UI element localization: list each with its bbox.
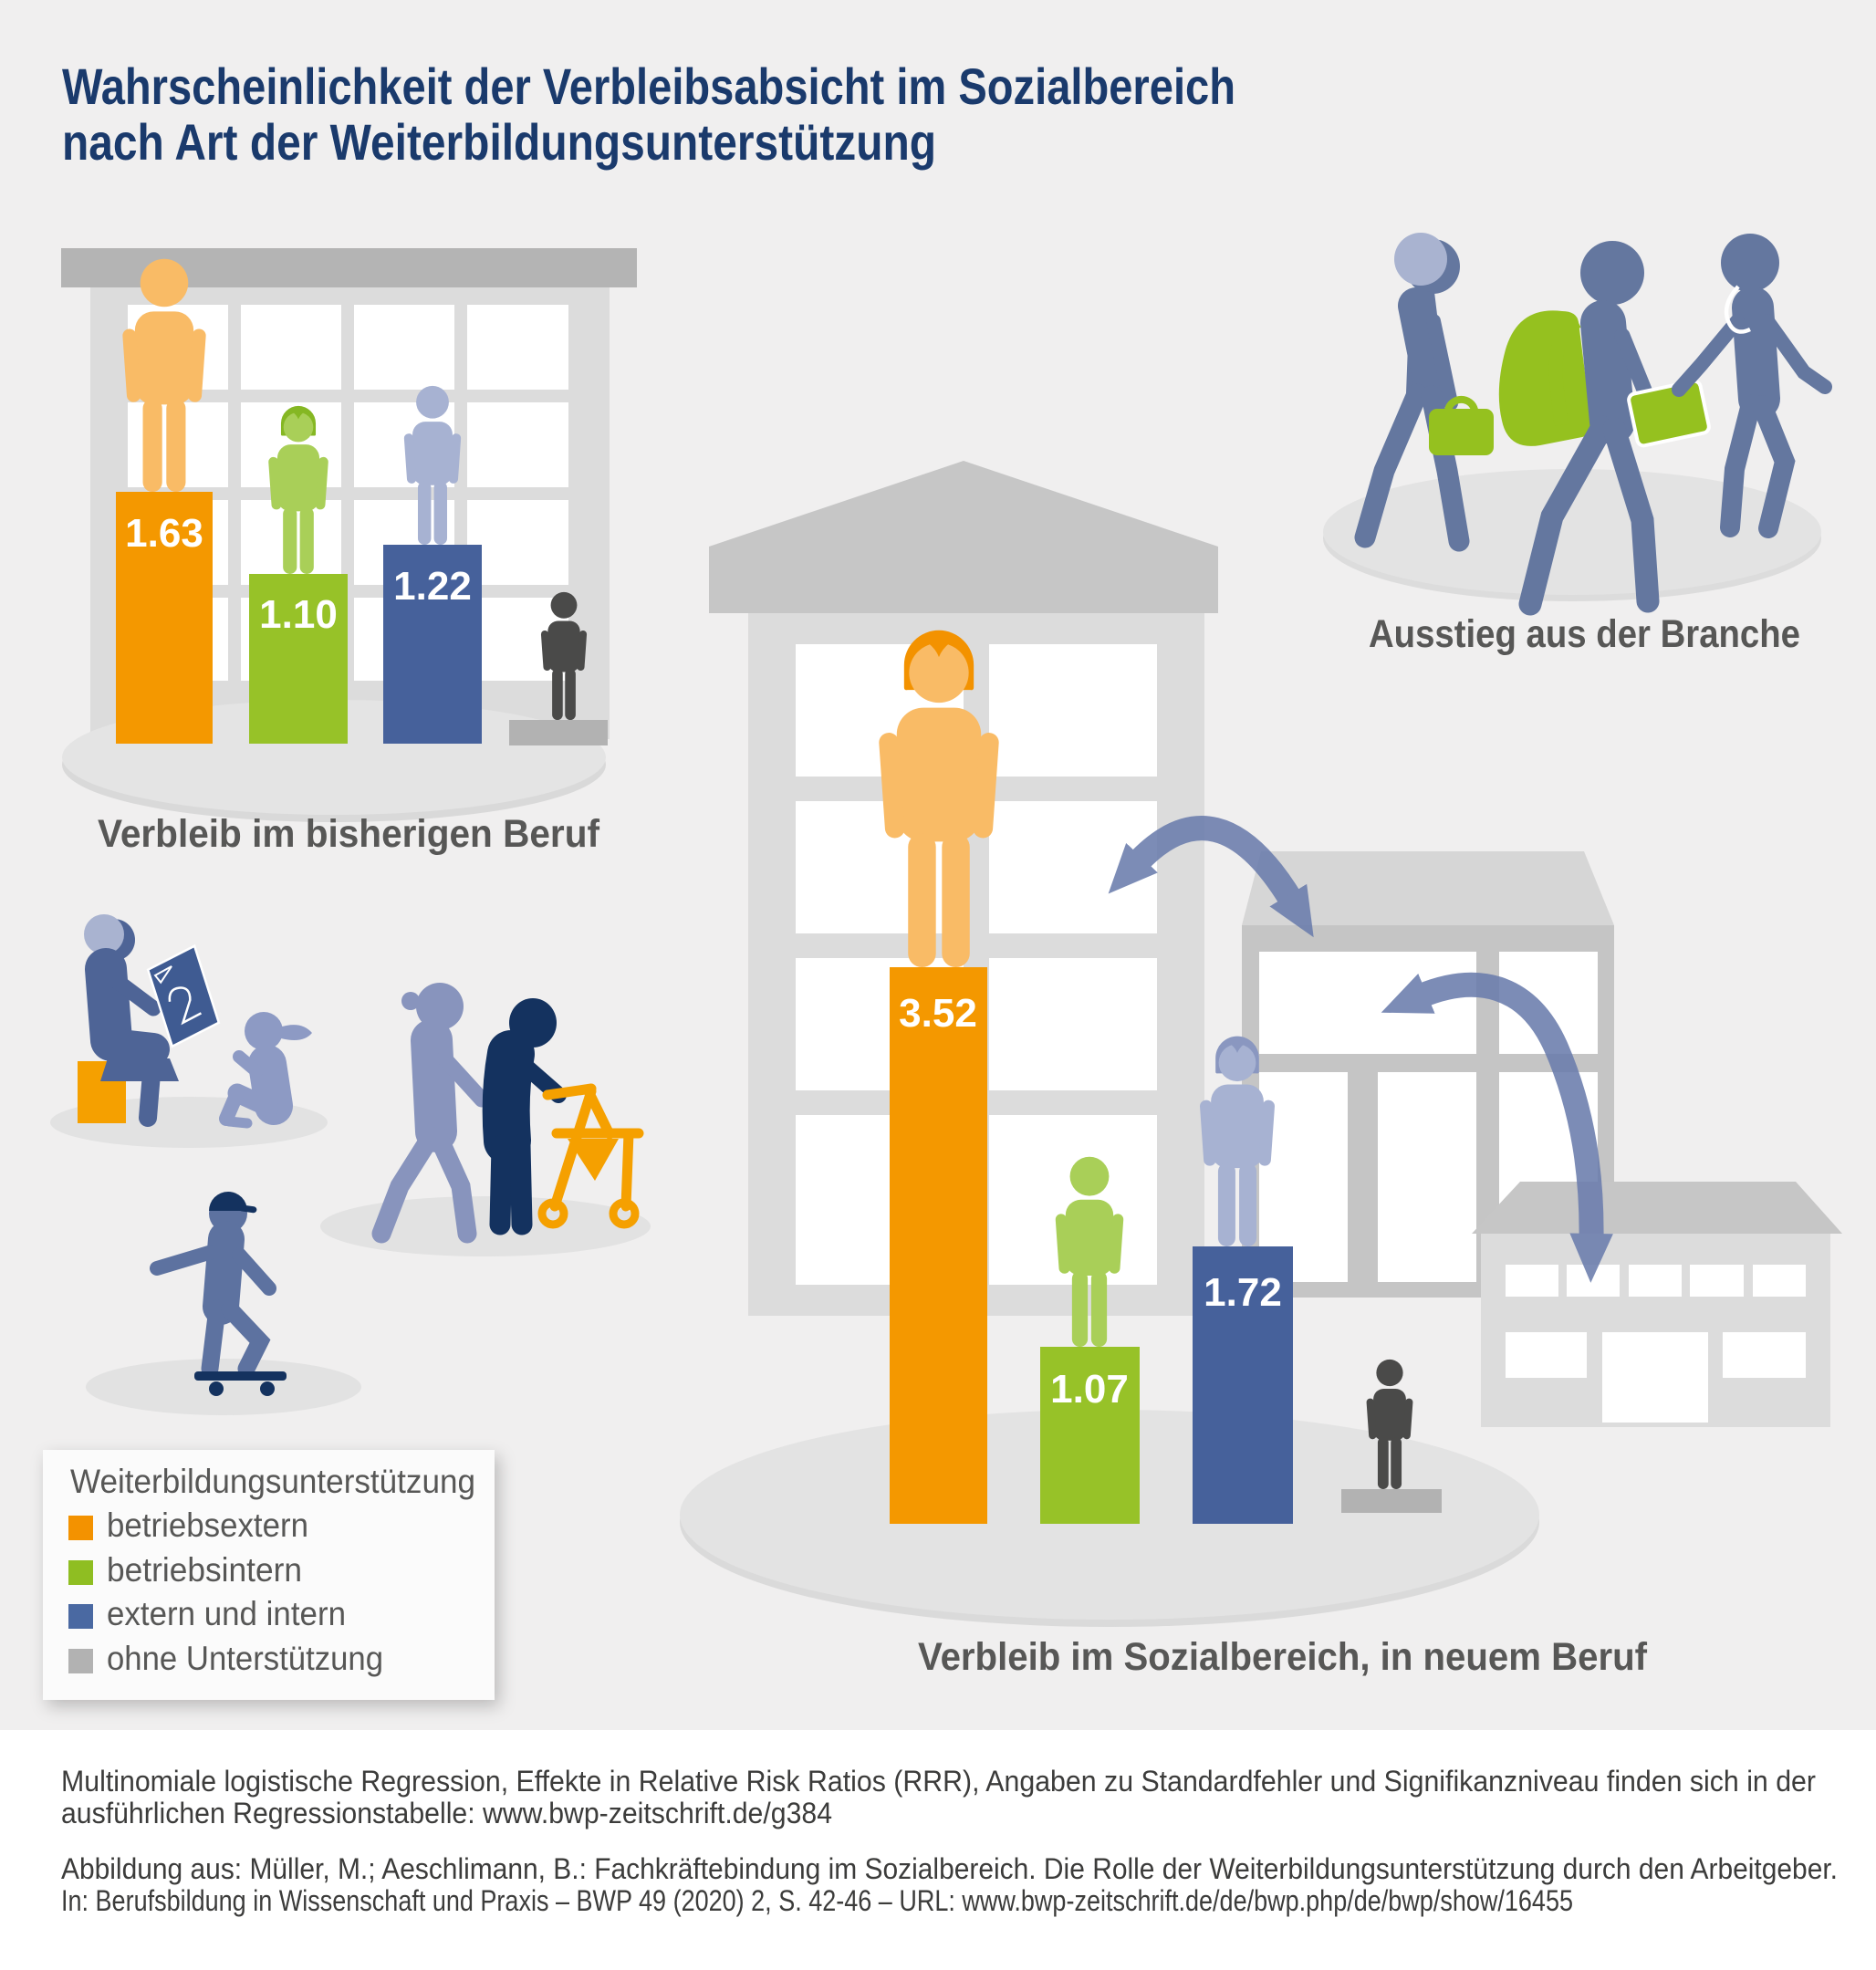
svg-text:betriebsintern: betriebsintern [107,1551,302,1589]
svg-text:nach Art der Weiterbildungsunt: nach Art der Weiterbildungsunterstützung [62,113,936,171]
svg-text:1.10: 1.10 [259,592,338,637]
svg-text:betriebsextern: betriebsextern [107,1506,308,1544]
svg-text:1.22: 1.22 [393,564,472,609]
svg-text:1.63: 1.63 [125,511,203,556]
svg-text:Weiterbildungsunterstützung: Weiterbildungsunterstützung [70,1463,475,1500]
svg-text:Ausstieg aus der Branche: Ausstieg aus der Branche [1369,612,1800,656]
svg-text:extern und intern: extern und intern [107,1595,346,1632]
svg-text:ohne Unterstützung: ohne Unterstützung [107,1640,383,1677]
svg-text:3.52: 3.52 [899,991,977,1036]
svg-text:Multinomiale logistische Regre: Multinomiale logistische Regression, Eff… [61,1765,1816,1798]
svg-text:Verbleib im bisherigen Beruf: Verbleib im bisherigen Beruf [98,812,600,856]
svg-text:1.72: 1.72 [1204,1270,1282,1315]
svg-text:1.07: 1.07 [1050,1367,1129,1412]
svg-text:Verbleib im Sozialbereich, in: Verbleib im Sozialbereich, in neuem Beru… [918,1635,1648,1679]
svg-text:Wahrscheinlichkeit der Verblei: Wahrscheinlichkeit der Verbleibsabsicht … [62,57,1235,115]
svg-text:Abbildung aus: Müller, M.; Aes: Abbildung aus: Müller, M.; Aeschlimann, … [61,1852,1838,1885]
svg-text:In: Berufsbildung in Wissensch: In: Berufsbildung in Wissenschaft und Pr… [61,1884,1573,1917]
svg-text:ausführlichen Regressionstabel: ausführlichen Regressionstabelle: www.bw… [61,1797,832,1829]
